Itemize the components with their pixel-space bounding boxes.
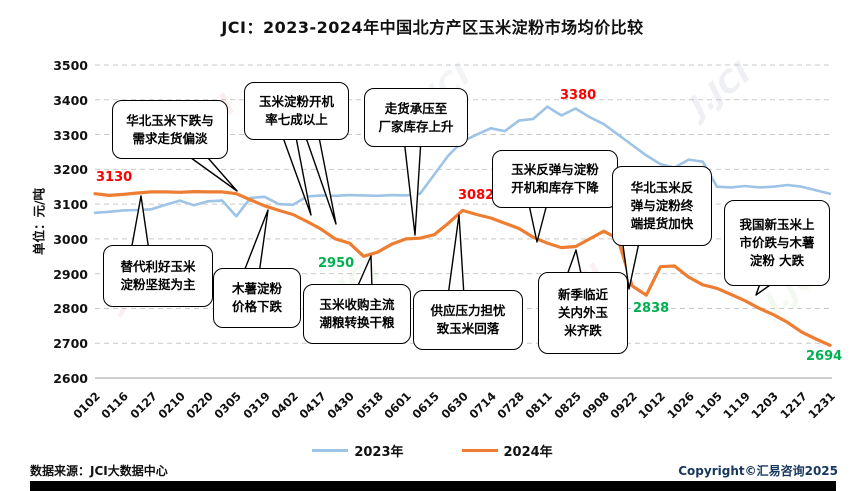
callout-text-line: 端提货加快 [630, 215, 694, 231]
callout-xinji-linjin: 新季临近关内外玉 米齐跌 [538, 272, 628, 354]
y-tick-2800: 2800 [53, 301, 88, 317]
callout-text-line: 弹与淀粉终 [630, 198, 694, 214]
legend: 2023年 2024年 [0, 441, 865, 460]
y-tick-3000: 3000 [53, 231, 88, 247]
callout-dianfen-kaiji: 玉米淀粉开机 率七成以上 [244, 82, 349, 140]
value-label-3082: 3082 [458, 188, 495, 203]
legend-swatch-2024 [461, 449, 498, 452]
data-source-note: 数据来源：JCI大数据中心 [30, 464, 168, 478]
value-label-2950: 2950 [318, 256, 355, 271]
callout-text-line: 淀粉 大跌 [749, 252, 805, 268]
callout-text-line: 厂家库存上升 [378, 118, 454, 134]
callout-text-line: 开机和库存下降 [511, 180, 599, 195]
callout-xin-yumi-shangshi: 我国新玉米上 市价跌与木薯 淀粉 大跌 [724, 200, 830, 286]
callout-text-line: 华北玉米反 [630, 180, 694, 196]
callout-text-line: 走货承压至 [384, 100, 448, 116]
legend-swatch-2023 [312, 449, 349, 452]
chart-title: JCI：2023-2024年中国北方产区玉米淀粉市场均价比较 [221, 18, 644, 37]
callout-yumi-shougou: 玉米收购主流 潮粮转换干粮 [303, 284, 411, 344]
y-tick-3200: 3200 [53, 162, 88, 178]
y-tick-2600: 2600 [53, 371, 88, 386]
callout-huabei-fantan: 华北玉米反弹与淀粉终 端提货加快 [612, 166, 712, 246]
callout-tail-gongying-yali [447, 214, 465, 297]
legend-item-2024: 2024年 [461, 441, 553, 460]
legend-item-2023: 2023年 [312, 441, 404, 460]
y-tick-3300: 3300 [53, 127, 88, 143]
value-label-3130: 3130 [96, 170, 133, 185]
legend-label-2023: 2023年 [354, 445, 404, 460]
watermark-jci-2: J.JCI [679, 56, 757, 128]
callout-huabei-yumi-xiadie: 华北玉米下跌与 需求走货偏淡 [112, 100, 228, 159]
callout-text-line: 米齐跌 [564, 322, 602, 338]
callout-text-line: 致玉米回落 [436, 321, 500, 336]
callout-fantan-kaiji-kucun: 玉米反弹与淀粉 开机和库存下降 [492, 150, 618, 208]
copyright-note: Copyright©汇易咨询2025 [678, 464, 838, 478]
callout-text-line: 关内外玉 [557, 305, 608, 321]
callout-text-line: 潮粮转换干粮 [319, 315, 395, 330]
callout-gongying-yali: 供应压力担忧 致玉米回落 [413, 290, 523, 350]
callout-text-line: 需求走货偏淡 [132, 130, 208, 146]
callout-text-line: 新季临近 [557, 287, 608, 303]
value-label-2694: 2694 [806, 349, 843, 364]
callout-text-line: 市价跌与木薯 [739, 235, 815, 251]
callout-text-line: 玉米淀粉开机 [258, 94, 334, 110]
y-tick-2700: 2700 [53, 336, 88, 352]
callout-mushu-dianfen: 木薯淀粉 价格下跌 [213, 268, 301, 328]
bottom-black-bar [30, 481, 836, 491]
legend-label-2024: 2024年 [503, 445, 553, 460]
callout-text-line: 价格下跌 [231, 299, 282, 314]
callout-text-line: 我国新玉米上 [739, 217, 815, 233]
y-tick-3400: 3400 [53, 92, 88, 108]
callout-text-line: 木薯淀粉 [231, 281, 282, 297]
callout-tail-mushu-dianfen [242, 209, 269, 275]
callout-tidai-lihao: 替代利好玉米 淀粉坚挺为主 [103, 245, 213, 307]
callout-text-line: 玉米收购主流 [319, 297, 395, 313]
series-line-2024年 [93, 190, 832, 347]
y-tick-3100: 3100 [53, 197, 88, 213]
callout-tail-zouhuo-chengya [403, 138, 422, 236]
callout-text-line: 率七成以上 [265, 112, 328, 127]
value-label-2838: 2838 [633, 301, 670, 316]
callout-text-line: 玉米反弹与淀粉 [511, 162, 599, 178]
callout-zouhuo-chengya: 走货承压至厂家库存上升 [364, 88, 468, 147]
callout-text-line: 替代利好玉米 [120, 259, 196, 275]
y-tick-2900: 2900 [53, 266, 88, 282]
y-tick-3500: 3500 [53, 58, 88, 73]
value-label-3380: 3380 [560, 88, 597, 103]
callout-text-line: 淀粉坚挺为主 [120, 277, 196, 292]
callout-text-line: 供应压力担忧 [430, 303, 506, 319]
callout-text-line: 华北玉米下跌与 [126, 112, 214, 128]
